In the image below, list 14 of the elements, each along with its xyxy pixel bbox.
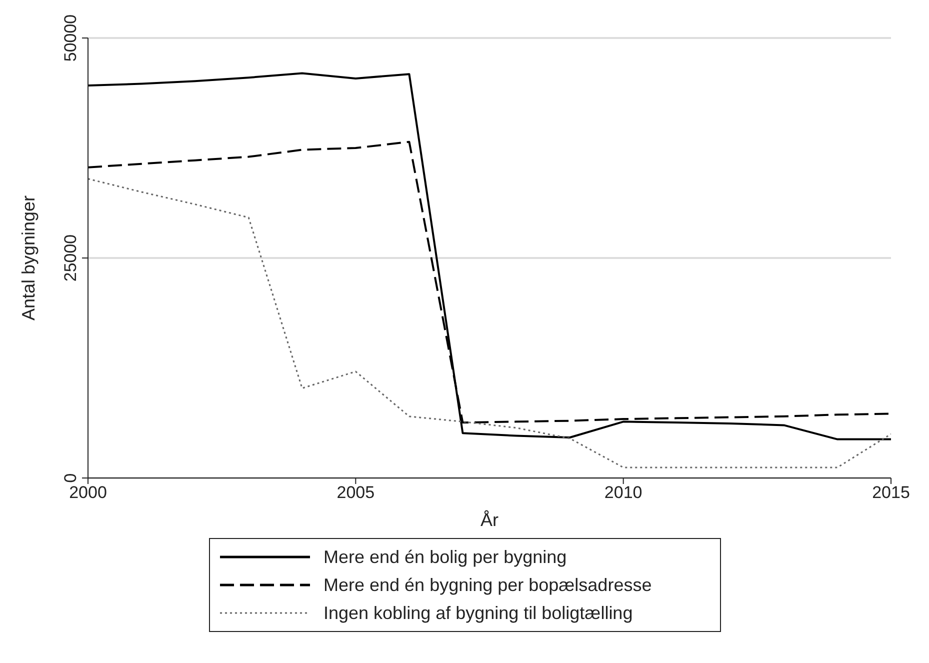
legend-label: Ingen kobling af bygning til boligtælling (324, 602, 633, 624)
line-series (88, 72, 891, 440)
y-tick-label: 50000 (61, 14, 80, 62)
y-axis-title: Antal bygninger (18, 195, 38, 321)
x-tick-label: 2010 (604, 483, 642, 502)
line-series (88, 178, 891, 468)
x-tick-label: 2000 (69, 483, 107, 502)
x-tick-label: 2015 (872, 483, 910, 502)
y-tick-label: 0 (61, 473, 80, 483)
x-axis-title: År (480, 510, 499, 530)
legend-label: Mere end én bygning per bopælsadresse (324, 574, 652, 596)
x-tick-label: 2005 (336, 483, 375, 502)
legend-label: Mere end én bolig per bygning (324, 546, 567, 568)
y-tick-label: 25000 (61, 234, 80, 282)
